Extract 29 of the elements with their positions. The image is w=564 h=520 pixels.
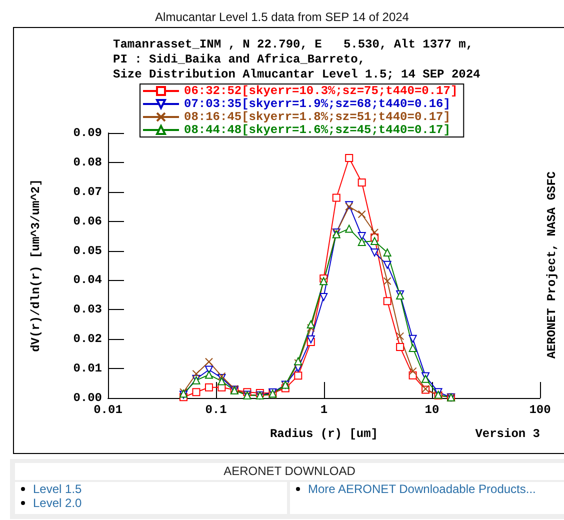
text: Version 3 [475, 427, 540, 441]
text: AERONET DOWNLOAD [15, 463, 564, 480]
y-tick-label: 0.08 [73, 155, 102, 170]
y-tick-label: 0.06 [73, 214, 102, 228]
y-tick-label: 0.02 [73, 332, 102, 346]
legend-label: 08:44:48[skyerr=1.6%;sz=45;t440=0.17] [184, 123, 450, 137]
text: AERONET Project, NASA GSFC [545, 171, 559, 359]
y-tick-label: 0.07 [73, 184, 102, 199]
y-tick-label: 0.05 [73, 244, 102, 258]
x-tick-label: 0.01 [94, 403, 122, 417]
legend-label: 07:03:35[skyerr=1.9%;sz=68;t440=0.16] [184, 97, 450, 111]
text: More AERONET Downloadable Products... [307, 482, 537, 496]
text: Level 1.5 [32, 482, 83, 496]
legend-label: 06:32:52[skyerr=10.3%;sz=75;t440=0.17] [184, 84, 458, 98]
chart-title: Almucantar Level 1.5 data from SEP 14 of 2024 [155, 10, 410, 24]
y-tick-label: 0.00 [73, 391, 102, 405]
legend-label: 08:16:45[skyerr=1.8%;sz=51;t440=0.17] [184, 110, 450, 124]
y-tick-label: 0.09 [73, 126, 102, 140]
x-tick-label: 0.1 [205, 403, 227, 417]
x-axis-title: Radius (r) [um] [270, 427, 378, 441]
y-axis-title: dV(r)/dln(r) [um^3/um^2] [29, 179, 43, 352]
y-tick-label: 0.04 [73, 273, 102, 288]
y-tick-label: 0.01 [73, 362, 102, 376]
x-tick-label: 1 [320, 403, 328, 417]
text: Level 2.0 [32, 496, 83, 510]
x-tick-label: 100 [529, 403, 551, 417]
chart-subtitle: Tamanrasset_INM , N 22.790, E 5.530, Alt 1377 m, PI : Sidi_Baika and Africa_Barreto, Size Distribution Almucantar Level 1.5; 14 SEP 2024 [113, 38, 480, 82]
y-tick-label: 0.03 [73, 302, 102, 317]
x-tick-label: 10 [424, 403, 440, 417]
